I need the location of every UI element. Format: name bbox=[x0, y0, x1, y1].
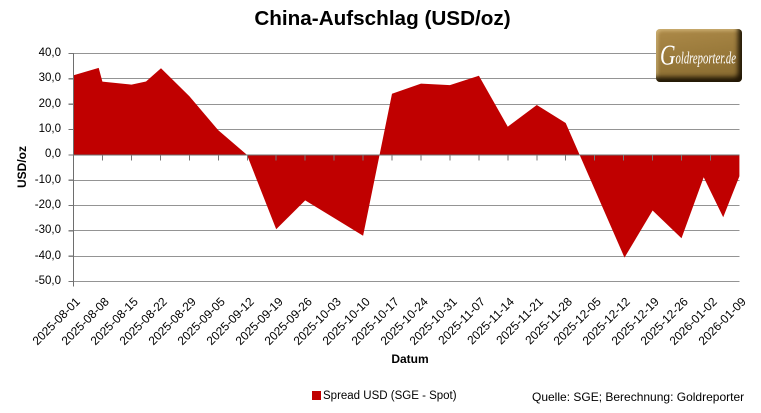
svg-text:G: G bbox=[660, 40, 676, 71]
svg-text:oldreporter.de: oldreporter.de bbox=[675, 48, 736, 67]
